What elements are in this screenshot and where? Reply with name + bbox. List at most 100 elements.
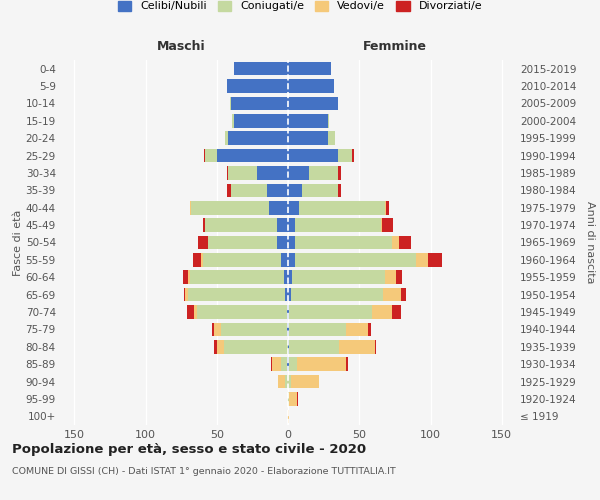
Bar: [230, 96, 231, 110]
Text: COMUNE DI GISSI (CH) - Dati ISTAT 1° gennaio 2020 - Elaborazione TUTTITALIA.IT: COMUNE DI GISSI (CH) - Dati ISTAT 1° gen…: [12, 467, 396, 476]
Bar: [203, 218, 205, 232]
Bar: [277, 218, 288, 232]
Bar: [287, 305, 288, 319]
Bar: [340, 340, 375, 353]
Bar: [288, 166, 310, 180]
Bar: [227, 80, 288, 93]
Bar: [188, 288, 285, 302]
Y-axis label: Fasce di età: Fasce di età: [13, 210, 23, 276]
Bar: [296, 392, 298, 406]
Bar: [257, 166, 288, 180]
Bar: [217, 149, 288, 162]
Bar: [217, 340, 224, 353]
Bar: [292, 270, 385, 284]
Bar: [188, 270, 190, 284]
Bar: [338, 166, 341, 180]
Bar: [208, 236, 277, 250]
Bar: [287, 322, 288, 336]
Bar: [385, 270, 396, 284]
Bar: [288, 184, 302, 197]
Bar: [295, 253, 416, 266]
Y-axis label: Anni di nascita: Anni di nascita: [585, 201, 595, 284]
Text: Femmine: Femmine: [363, 40, 427, 53]
Bar: [289, 392, 296, 406]
Bar: [185, 288, 188, 302]
Bar: [193, 253, 201, 266]
Bar: [201, 253, 203, 266]
Text: Maschi: Maschi: [157, 40, 205, 53]
Bar: [212, 322, 214, 336]
Bar: [204, 149, 205, 162]
Bar: [288, 410, 289, 423]
Bar: [227, 166, 228, 180]
Bar: [205, 149, 217, 162]
Bar: [288, 114, 328, 128]
Bar: [266, 184, 288, 197]
Bar: [302, 184, 338, 197]
Bar: [397, 270, 402, 284]
Bar: [269, 201, 288, 214]
Bar: [380, 218, 382, 232]
Bar: [382, 218, 394, 232]
Bar: [428, 253, 442, 266]
Bar: [205, 218, 277, 232]
Bar: [184, 288, 185, 302]
Bar: [288, 358, 289, 371]
Bar: [288, 236, 295, 250]
Bar: [231, 96, 288, 110]
Bar: [285, 375, 288, 388]
Bar: [214, 322, 221, 336]
Bar: [385, 201, 386, 214]
Bar: [386, 201, 389, 214]
Bar: [271, 358, 272, 371]
Bar: [190, 201, 191, 214]
Bar: [375, 340, 376, 353]
Bar: [328, 132, 335, 145]
Bar: [352, 149, 353, 162]
Bar: [182, 270, 188, 284]
Bar: [187, 305, 194, 319]
Bar: [392, 305, 401, 319]
Bar: [346, 358, 348, 371]
Bar: [346, 322, 368, 336]
Bar: [368, 322, 371, 336]
Bar: [338, 149, 352, 162]
Bar: [224, 340, 288, 353]
Bar: [289, 340, 340, 353]
Bar: [287, 358, 288, 371]
Bar: [226, 132, 228, 145]
Bar: [203, 253, 281, 266]
Bar: [288, 132, 328, 145]
Bar: [288, 340, 289, 353]
Bar: [198, 236, 208, 250]
Bar: [288, 201, 299, 214]
Bar: [288, 62, 331, 76]
Bar: [191, 201, 269, 214]
Bar: [288, 80, 334, 93]
Bar: [289, 305, 372, 319]
Bar: [288, 218, 295, 232]
Bar: [289, 358, 296, 371]
Bar: [278, 375, 285, 388]
Bar: [197, 305, 287, 319]
Bar: [416, 253, 428, 266]
Bar: [228, 132, 288, 145]
Bar: [295, 236, 392, 250]
Bar: [228, 166, 257, 180]
Bar: [288, 392, 289, 406]
Bar: [291, 375, 319, 388]
Bar: [214, 340, 217, 353]
Bar: [399, 236, 410, 250]
Bar: [232, 114, 234, 128]
Bar: [234, 114, 288, 128]
Bar: [295, 218, 380, 232]
Bar: [285, 288, 288, 302]
Bar: [338, 184, 341, 197]
Bar: [281, 253, 288, 266]
Bar: [289, 322, 346, 336]
Bar: [296, 358, 346, 371]
Bar: [288, 96, 338, 110]
Bar: [288, 375, 291, 388]
Bar: [383, 288, 401, 302]
Bar: [288, 253, 295, 266]
